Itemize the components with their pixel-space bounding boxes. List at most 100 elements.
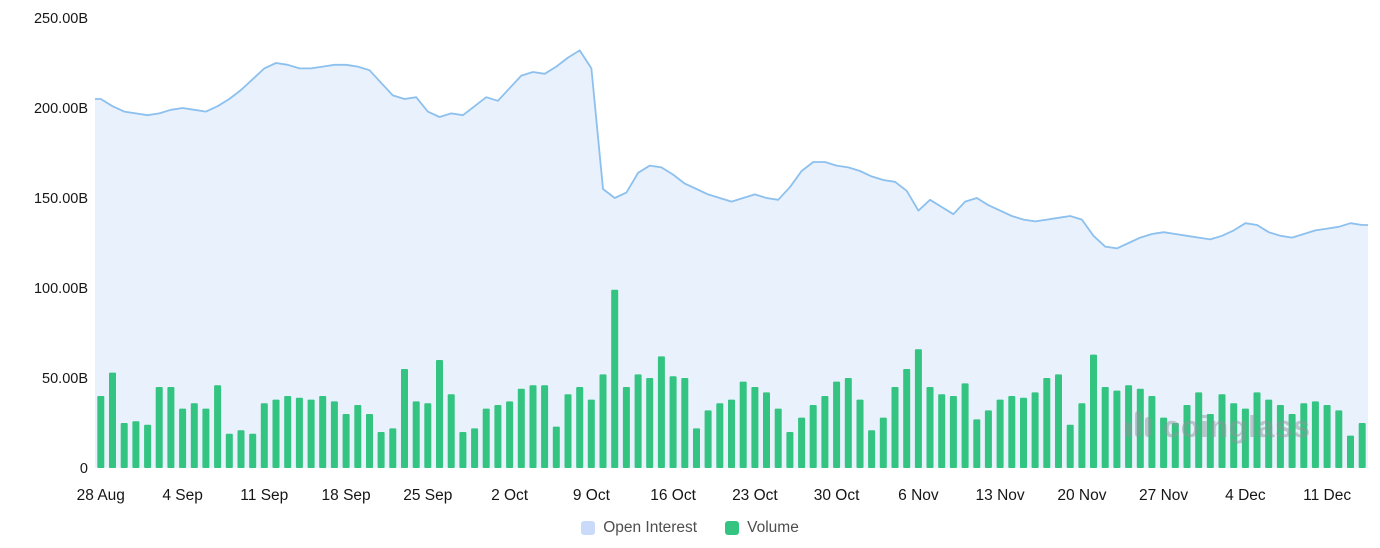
volume-bar[interactable] — [657, 356, 665, 468]
volume-bar[interactable] — [763, 392, 770, 468]
volume-bar[interactable] — [377, 432, 385, 468]
volume-bar[interactable] — [599, 374, 607, 468]
volume-bar[interactable] — [774, 408, 782, 468]
volume-bar[interactable] — [1358, 423, 1366, 468]
volume-bar[interactable] — [354, 405, 362, 468]
volume-bar[interactable] — [552, 426, 560, 468]
volume-bar[interactable] — [716, 403, 724, 468]
volume-bar[interactable] — [260, 403, 268, 468]
volume-bar[interactable] — [1265, 399, 1273, 468]
volume-bar[interactable] — [704, 410, 712, 468]
volume-bar[interactable] — [1090, 354, 1097, 468]
legend-item-open-interest[interactable]: Open Interest — [581, 519, 697, 537]
volume-bar[interactable] — [1253, 392, 1261, 468]
volume-bar[interactable] — [868, 430, 876, 468]
volume-bar[interactable] — [587, 399, 595, 468]
volume-bar[interactable] — [1347, 435, 1354, 468]
volume-bar[interactable] — [190, 403, 198, 468]
volume-bar[interactable] — [109, 372, 116, 468]
volume-bar[interactable] — [1031, 392, 1039, 468]
volume-bar[interactable] — [272, 399, 280, 468]
volume-bar[interactable] — [1113, 390, 1121, 468]
volume-bar[interactable] — [1101, 387, 1109, 468]
volume-bar[interactable] — [1160, 417, 1168, 468]
volume-bar[interactable] — [914, 349, 922, 468]
open-interest-area[interactable] — [95, 50, 1368, 469]
volume-bar[interactable] — [1183, 405, 1191, 468]
volume-bar[interactable] — [1125, 385, 1133, 468]
volume-bar[interactable] — [669, 376, 677, 468]
volume-bar[interactable] — [529, 385, 537, 468]
volume-bar[interactable] — [611, 289, 619, 468]
volume-bar[interactable] — [120, 423, 128, 468]
volume-bar[interactable] — [144, 424, 152, 468]
volume-bar[interactable] — [728, 399, 735, 468]
volume-bar[interactable] — [1136, 388, 1144, 468]
volume-bar[interactable] — [903, 369, 911, 468]
volume-bar[interactable] — [844, 378, 852, 468]
volume-bar[interactable] — [412, 401, 420, 468]
volume-bar[interactable] — [798, 417, 806, 468]
volume-bar[interactable] — [401, 369, 408, 468]
volume-bar[interactable] — [961, 383, 969, 468]
volume-bar[interactable] — [1230, 403, 1238, 468]
volume-bar[interactable] — [342, 414, 350, 468]
volume-bar[interactable] — [1300, 403, 1308, 468]
volume-bar[interactable] — [1288, 414, 1296, 468]
volume-bar[interactable] — [284, 396, 292, 468]
volume-bar[interactable] — [1043, 378, 1051, 468]
volume-bar[interactable] — [821, 396, 829, 468]
volume-bar[interactable] — [622, 387, 630, 468]
volume-bar[interactable] — [1066, 424, 1074, 468]
volume-bar[interactable] — [973, 419, 981, 468]
volume-bar[interactable] — [996, 399, 1004, 468]
volume-bar[interactable] — [646, 378, 654, 468]
volume-bar[interactable] — [576, 387, 584, 468]
volume-bar[interactable] — [809, 405, 817, 468]
volume-bar[interactable] — [506, 401, 514, 468]
volume-bar[interactable] — [319, 396, 327, 468]
volume-bar[interactable] — [482, 408, 490, 468]
volume-bar[interactable] — [681, 378, 689, 468]
volume-bar[interactable] — [389, 428, 397, 468]
volume-bar[interactable] — [494, 405, 502, 468]
volume-bar[interactable] — [1241, 408, 1249, 468]
volume-bar[interactable] — [436, 360, 443, 468]
volume-bar[interactable] — [1276, 405, 1284, 468]
volume-bar[interactable] — [424, 403, 432, 468]
volume-bar[interactable] — [1206, 414, 1214, 468]
volume-bar[interactable] — [926, 387, 934, 468]
volume-bar[interactable] — [366, 414, 373, 468]
volume-bar[interactable] — [214, 385, 222, 468]
volume-bar[interactable] — [167, 387, 175, 468]
volume-bar[interactable] — [307, 399, 315, 468]
volume-bar[interactable] — [249, 433, 257, 468]
volume-bar[interactable] — [1148, 396, 1156, 468]
volume-bar[interactable] — [739, 381, 747, 468]
volume-bar[interactable] — [786, 432, 794, 468]
volume-bar[interactable] — [237, 430, 245, 468]
volume-bar[interactable] — [1008, 396, 1016, 468]
volume-bar[interactable] — [751, 387, 759, 468]
volume-bar[interactable] — [447, 394, 455, 468]
volume-bar[interactable] — [97, 396, 105, 468]
volume-bar[interactable] — [225, 433, 233, 468]
volume-bar[interactable] — [984, 410, 992, 468]
volume-bar[interactable] — [155, 387, 163, 468]
volume-bar[interactable] — [517, 388, 525, 468]
volume-bar[interactable] — [459, 432, 467, 468]
legend-item-volume[interactable]: Volume — [725, 519, 799, 537]
volume-bar[interactable] — [1335, 410, 1343, 468]
volume-bar[interactable] — [132, 421, 140, 468]
volume-bar[interactable] — [1078, 403, 1086, 468]
volume-bar[interactable] — [949, 396, 957, 468]
volume-bar[interactable] — [1195, 392, 1203, 468]
volume-bar[interactable] — [1218, 394, 1226, 468]
volume-bar[interactable] — [879, 417, 887, 468]
volume-bar[interactable] — [693, 428, 700, 468]
volume-bar[interactable] — [634, 374, 642, 468]
volume-bar[interactable] — [471, 428, 479, 468]
volume-bar[interactable] — [1323, 405, 1331, 468]
volume-bar[interactable] — [179, 408, 187, 468]
